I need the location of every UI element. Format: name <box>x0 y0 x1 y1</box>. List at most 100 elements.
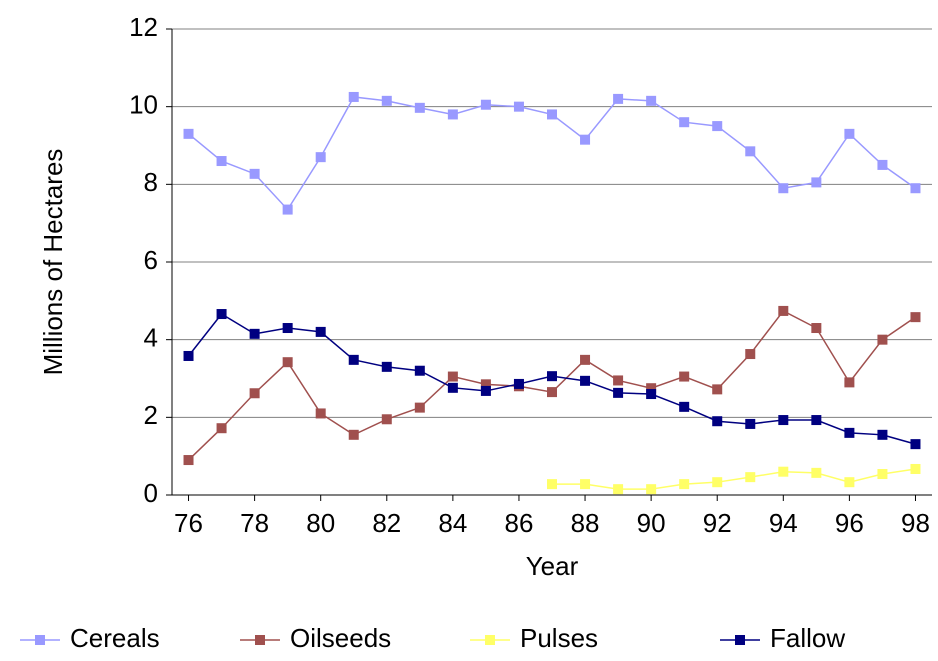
point <box>778 415 789 426</box>
point <box>547 387 557 398</box>
point <box>910 439 921 450</box>
point <box>712 416 723 427</box>
point <box>844 427 855 438</box>
point <box>348 91 359 102</box>
x-tick-label: 98 <box>901 508 930 538</box>
legend-label: Oilseeds <box>290 623 391 653</box>
point <box>282 204 293 215</box>
series-line <box>188 309 916 461</box>
y-tick-label: 12 <box>129 12 158 42</box>
point <box>679 117 690 128</box>
point <box>547 109 557 120</box>
point <box>910 183 921 194</box>
y-tick-label: 10 <box>129 90 158 120</box>
point <box>613 93 624 104</box>
point <box>811 415 822 426</box>
x-tick-label: 92 <box>703 508 732 538</box>
point <box>877 429 888 440</box>
point <box>679 401 690 412</box>
point <box>646 484 657 495</box>
point <box>778 183 789 194</box>
x-tick-label: 96 <box>835 508 864 538</box>
point <box>480 99 491 110</box>
point <box>910 463 921 474</box>
point <box>547 479 557 490</box>
point <box>282 323 293 334</box>
y-axis-title: Millions of Hectares <box>38 149 68 376</box>
point <box>513 101 524 112</box>
point <box>613 484 624 495</box>
point <box>778 305 789 316</box>
point <box>183 128 194 139</box>
y-tick-label: 8 <box>144 167 158 197</box>
point <box>580 375 591 386</box>
point <box>249 168 260 179</box>
legend-label: Fallow <box>770 623 845 653</box>
point <box>547 371 557 382</box>
point <box>877 334 888 345</box>
x-tick-label: 94 <box>769 508 798 538</box>
point <box>183 350 194 361</box>
point <box>381 414 392 425</box>
point <box>679 479 690 490</box>
point <box>646 389 657 400</box>
point <box>910 312 921 323</box>
point <box>381 95 392 106</box>
point <box>745 349 756 360</box>
point <box>580 354 591 365</box>
point <box>613 375 624 386</box>
point <box>348 354 359 365</box>
x-tick-label: 82 <box>372 508 401 538</box>
point <box>447 371 458 382</box>
point <box>249 328 260 339</box>
x-tick-label: 84 <box>438 508 467 538</box>
y-tick-label: 4 <box>144 323 158 353</box>
point <box>613 387 624 398</box>
point <box>646 383 657 394</box>
y-tick-label: 6 <box>144 245 158 275</box>
legend-label: Cereals <box>70 623 160 653</box>
point <box>315 152 326 163</box>
point <box>183 455 194 466</box>
point <box>745 146 756 157</box>
point <box>513 378 524 389</box>
y-tick-label: 2 <box>144 400 158 430</box>
point <box>216 309 227 320</box>
point <box>447 109 458 120</box>
series-line <box>552 468 916 490</box>
point <box>745 418 756 429</box>
legend-label: Pulses <box>520 623 598 653</box>
point <box>414 402 425 413</box>
point <box>414 102 425 113</box>
point <box>745 472 756 483</box>
point <box>315 326 326 337</box>
legend-marker <box>485 635 495 645</box>
point <box>580 479 591 490</box>
point <box>282 357 293 368</box>
point <box>580 134 591 145</box>
point <box>877 469 888 480</box>
legend-marker <box>255 635 265 645</box>
point <box>778 466 789 477</box>
point <box>646 95 657 106</box>
point <box>480 379 491 390</box>
point <box>811 467 822 478</box>
point <box>712 121 723 132</box>
point <box>315 408 326 419</box>
point <box>480 385 491 396</box>
x-tick-label: 80 <box>306 508 335 538</box>
point <box>844 128 855 139</box>
x-tick-label: 76 <box>174 508 203 538</box>
point <box>712 477 723 488</box>
point <box>216 423 227 434</box>
point <box>877 159 888 170</box>
x-tick-label: 90 <box>637 508 666 538</box>
point <box>414 365 425 376</box>
point <box>447 382 458 393</box>
point <box>844 477 855 488</box>
point <box>381 361 392 372</box>
point <box>249 388 260 399</box>
x-axis-title: Year <box>526 551 579 581</box>
x-tick-label: 78 <box>240 508 269 538</box>
